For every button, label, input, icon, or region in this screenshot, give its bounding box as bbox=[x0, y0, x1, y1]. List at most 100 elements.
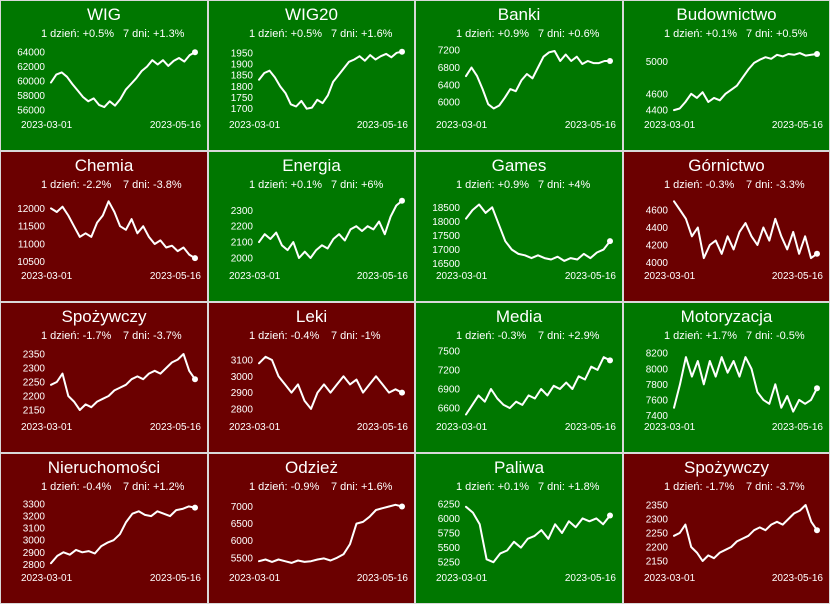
y-tick-label: 7400 bbox=[646, 411, 669, 422]
tile-line-chart: 56000 58000 60000 62000 64000 2023-03-01 2023-… bbox=[17, 48, 201, 131]
x-start-date: 2023-03-01 bbox=[644, 271, 696, 282]
x-start-date: 2023-03-01 bbox=[21, 120, 73, 131]
seven-day-change: 7 dni: +1.6% bbox=[331, 28, 393, 40]
y-tick-label: 10500 bbox=[17, 257, 45, 268]
tile-title: Paliwa bbox=[493, 458, 545, 477]
last-point-marker bbox=[607, 238, 613, 245]
y-tick-label: 2150 bbox=[646, 557, 669, 568]
x-end-date: 2023-05-16 bbox=[565, 271, 617, 282]
tile-title: Odzież bbox=[285, 458, 338, 477]
y-tick-label: 5000 bbox=[646, 57, 669, 68]
last-point-marker bbox=[192, 255, 198, 262]
tile-line-chart: 2150 2200 2250 2300 2350 2023-03-01 2023-05-16 bbox=[644, 501, 824, 585]
sector-tile: Odzież 1 dzień: -0.9% 7 dni: +1.6% 5500 6000… bbox=[208, 453, 415, 604]
one-day-change: 1 dzień: -1.7% bbox=[664, 481, 735, 493]
y-tick-label: 17000 bbox=[432, 245, 460, 256]
y-tick-label: 6500 bbox=[231, 519, 254, 530]
tile-line-chart: 2150 2200 2250 2300 2350 2023-03-01 2023-05-16 bbox=[21, 350, 201, 434]
y-tick-label: 3100 bbox=[231, 356, 254, 367]
x-start-date: 2023-03-01 bbox=[436, 573, 488, 584]
y-tick-label: 60000 bbox=[17, 77, 45, 88]
x-end-date: 2023-05-16 bbox=[565, 573, 617, 584]
price-line bbox=[673, 52, 818, 112]
one-day-change: 1 dzień: -0.3% bbox=[664, 179, 735, 191]
y-tick-label: 7500 bbox=[438, 346, 461, 357]
x-start-date: 2023-03-01 bbox=[644, 120, 696, 131]
seven-day-change: 7 dni: -3.8% bbox=[123, 179, 182, 191]
price-line bbox=[465, 50, 611, 110]
tile-line-chart: 5500 6000 6500 7000 2023-03-01 2023-05-16 bbox=[229, 502, 408, 584]
sector-tile: Górnictwo 1 dzień: -0.3% 7 dni: -3.3% 4000 4… bbox=[623, 151, 830, 302]
x-start-date: 2023-03-01 bbox=[229, 271, 281, 282]
seven-day-change: 7 dni: +0.6% bbox=[538, 28, 600, 40]
price-line bbox=[50, 51, 196, 109]
y-tick-label: 1950 bbox=[231, 48, 254, 59]
y-tick-label: 2250 bbox=[646, 529, 669, 540]
price-line bbox=[465, 356, 611, 416]
y-tick-label: 2250 bbox=[23, 378, 46, 389]
x-end-date: 2023-05-16 bbox=[772, 573, 824, 584]
seven-day-change: 7 dni: +1.8% bbox=[538, 481, 600, 493]
tile-title: Spożywczy bbox=[683, 458, 770, 477]
price-line bbox=[673, 356, 818, 413]
seven-day-change: 7 dni: +2.9% bbox=[538, 330, 600, 342]
price-line bbox=[50, 353, 196, 411]
tile-title: Chemia bbox=[74, 156, 134, 175]
y-tick-label: 5250 bbox=[438, 558, 461, 569]
tile-line-chart: 2000 2100 2200 2300 2023-03-01 2023-05-16 bbox=[229, 197, 408, 282]
y-tick-label: 2900 bbox=[231, 388, 254, 399]
y-tick-label: 4600 bbox=[646, 89, 669, 100]
last-point-marker bbox=[192, 49, 198, 56]
x-start-date: 2023-03-01 bbox=[436, 271, 488, 282]
sector-tile: Motoryzacja 1 dzień: +1.7% 7 dni: -0.5% 740… bbox=[623, 302, 830, 453]
sector-tile: WIG 1 dzień: +0.5% 7 dni: +1.3% 56000 58000 6… bbox=[0, 0, 208, 151]
price-line bbox=[258, 199, 403, 259]
y-tick-label: 6900 bbox=[438, 385, 461, 396]
y-tick-label: 4000 bbox=[646, 258, 669, 269]
seven-day-change: 7 dni: -3.3% bbox=[746, 179, 805, 191]
price-line bbox=[465, 505, 611, 564]
y-tick-label: 62000 bbox=[17, 62, 45, 73]
sector-tile: Spożywczy 1 dzień: -1.7% 7 dni: -3.7% 2150 2… bbox=[623, 453, 830, 604]
sector-tile: Spożywczy 1 dzień: -1.7% 7 dni: -3.7% 2150 2… bbox=[0, 302, 208, 453]
y-tick-label: 6000 bbox=[438, 98, 461, 109]
y-tick-label: 3000 bbox=[231, 372, 254, 383]
tile-line-chart: 16500 17000 17500 18000 18500 2023-03-01 2023-… bbox=[432, 203, 617, 282]
x-end-date: 2023-05-16 bbox=[150, 271, 202, 282]
x-end-date: 2023-05-16 bbox=[357, 422, 409, 433]
x-start-date: 2023-03-01 bbox=[229, 422, 281, 433]
y-tick-label: 4400 bbox=[646, 106, 669, 117]
y-tick-label: 3200 bbox=[23, 512, 46, 523]
sector-tile: Paliwa 1 dzień: +0.1% 7 dni: +1.8% 5250 5500… bbox=[415, 453, 623, 604]
seven-day-change: 7 dni: +0.5% bbox=[746, 28, 808, 40]
y-tick-label: 18000 bbox=[432, 217, 460, 228]
y-tick-label: 3000 bbox=[23, 536, 46, 547]
seven-day-change: 7 dni: +1.6% bbox=[331, 481, 393, 493]
sector-tile: Chemia 1 dzień: -2.2% 7 dni: -3.8% 10500 110… bbox=[0, 151, 208, 302]
y-tick-label: 8200 bbox=[646, 349, 669, 360]
tile-line-chart: 10500 11000 11500 12000 2023-03-01 2023-05-16 bbox=[17, 200, 202, 282]
y-tick-label: 7600 bbox=[646, 395, 669, 406]
y-tick-label: 7200 bbox=[438, 365, 461, 376]
y-tick-label: 6400 bbox=[438, 80, 461, 91]
sector-tile: WIG20 1 dzień: +0.5% 7 dni: +1.6% 1700 1750 1… bbox=[208, 0, 415, 151]
y-tick-label: 5500 bbox=[231, 553, 254, 564]
y-tick-label: 2100 bbox=[231, 238, 254, 249]
seven-day-change: 7 dni: +1.3% bbox=[123, 28, 185, 40]
y-tick-label: 11000 bbox=[18, 239, 46, 250]
tile-line-chart: 4000 4200 4400 4600 2023-03-01 2023-05-16 bbox=[644, 200, 823, 282]
x-end-date: 2023-05-16 bbox=[565, 120, 617, 131]
price-line bbox=[50, 200, 196, 260]
y-tick-label: 1750 bbox=[231, 93, 254, 104]
sector-tile: Budownictwo 1 dzień: +0.1% 7 dni: +0.5% 440… bbox=[623, 0, 830, 151]
y-tick-label: 11500 bbox=[18, 222, 46, 233]
y-tick-label: 2300 bbox=[231, 206, 254, 217]
one-day-change: 1 dzień: -0.4% bbox=[249, 330, 320, 342]
y-tick-label: 4400 bbox=[646, 223, 669, 234]
seven-day-change: 7 dni: +4% bbox=[538, 179, 591, 191]
x-end-date: 2023-05-16 bbox=[150, 573, 202, 584]
price-line bbox=[465, 203, 611, 262]
one-day-change: 1 dzień: +1.7% bbox=[664, 330, 738, 342]
